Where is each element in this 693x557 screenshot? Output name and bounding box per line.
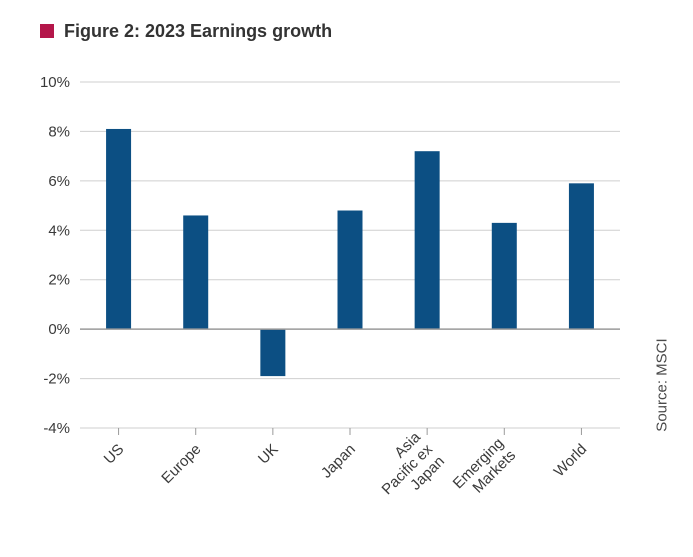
y-axis-ticks: -4% -2% 0% 2% 4% 6% 8% 10% — [40, 74, 70, 437]
figure-title: Figure 2: 2023 Earnings growth — [64, 20, 333, 41]
x-tick-label: World — [551, 441, 591, 481]
x-axis-ticks: US Europe UK Japan AsiaPacific exJapan Emergi… — [101, 428, 591, 510]
bar — [106, 128, 132, 330]
y-tick-label: 4% — [48, 222, 70, 239]
x-tick-label: US — [101, 441, 128, 468]
bars — [106, 128, 594, 377]
y-tick-label: 8% — [48, 123, 70, 140]
y-tick-label: 2% — [48, 272, 70, 289]
x-tick-label: UK — [255, 441, 282, 468]
bar — [568, 183, 594, 330]
figure-header: Figure 2: 2023 Earnings growth — [40, 18, 332, 44]
title-marker — [40, 24, 54, 38]
x-tick-label-line: Japan — [318, 441, 359, 482]
y-tick-label: 10% — [40, 74, 70, 91]
bar — [260, 329, 286, 377]
y-tick-label: 6% — [48, 173, 70, 190]
y-tick-label: 0% — [48, 321, 70, 338]
y-tick-label: -4% — [43, 420, 70, 437]
source-note: Source: MSCI — [653, 338, 671, 432]
bar — [414, 151, 440, 330]
x-tick-label-line: US — [101, 441, 128, 468]
x-tick-label-line: UK — [255, 441, 282, 468]
bar — [491, 222, 517, 330]
x-tick-label: Europe — [158, 441, 204, 487]
x-tick-label: EmergingMarkets — [450, 435, 519, 504]
bar — [337, 210, 363, 330]
x-tick-label-line: World — [551, 441, 591, 481]
x-tick-label: Japan — [318, 441, 359, 482]
bar — [183, 215, 209, 330]
x-tick-label: AsiaPacific exJapan — [367, 428, 449, 510]
x-tick-label-line: Europe — [158, 441, 204, 487]
y-tick-label: -2% — [43, 371, 70, 388]
gridlines — [80, 81, 620, 429]
